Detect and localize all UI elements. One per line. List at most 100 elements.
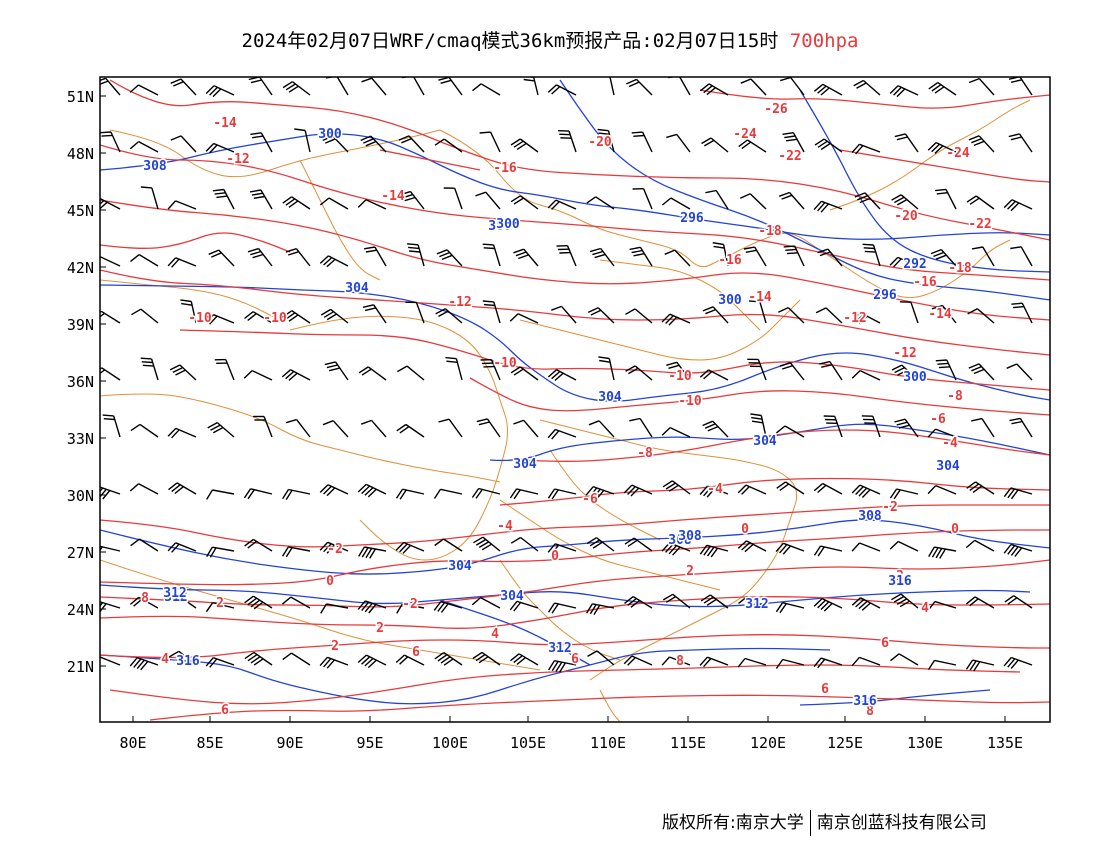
wind-barb: [206, 489, 235, 500]
temperature-label: -12: [893, 346, 916, 361]
lon-tick-label: 95E: [356, 734, 383, 752]
temperature-label: 2: [686, 564, 694, 579]
border-line: [439, 129, 851, 271]
wind-barb: [699, 656, 729, 668]
temperature-label: 0: [326, 574, 334, 589]
wind-barb: [479, 131, 501, 153]
wind-barb: [587, 650, 615, 666]
wind-barb: [668, 77, 691, 96]
temperature-label: -22: [778, 149, 801, 164]
wind-barb: [398, 135, 425, 153]
border-line: [109, 129, 441, 178]
wind-barb: [363, 246, 387, 267]
lat-tick-label: 51N: [67, 88, 94, 106]
temperature-label: -4: [707, 482, 723, 497]
wind-barb: [319, 255, 349, 268]
wind-barb: [214, 358, 235, 381]
height-label: 308: [858, 509, 882, 524]
wind-barb: [244, 595, 273, 610]
temperature-isotherm: [100, 269, 1050, 356]
temperature-label: -12: [448, 295, 471, 310]
wind-barb: [813, 200, 843, 213]
wind-barb: [664, 249, 691, 267]
height-label: 292: [903, 257, 926, 272]
wind-barb: [509, 313, 539, 324]
wind-barb: [700, 594, 729, 609]
height-label: 304: [513, 457, 537, 472]
temperature-label: -4: [497, 519, 513, 534]
wind-barb: [889, 540, 919, 552]
wind-barb: [740, 193, 767, 210]
height-label: 316: [853, 694, 877, 709]
wind-barb: [325, 77, 349, 96]
height-label: 312: [548, 641, 571, 656]
lon-tick-label: 90E: [276, 734, 303, 752]
wind-barb: [814, 138, 843, 153]
lat-tick-label: 30N: [67, 487, 94, 505]
wind-barb: [891, 593, 919, 609]
wind-barb: [889, 256, 919, 268]
wind-barb: [281, 596, 311, 609]
temperature-label: -2: [327, 542, 343, 557]
wind-barb: [361, 77, 387, 96]
wind-barb: [434, 138, 463, 153]
wind-barb: [889, 488, 919, 500]
wind-barb: [395, 654, 425, 666]
height-label: 300: [903, 370, 927, 385]
wind-barb: [702, 420, 729, 438]
wind-barb: [632, 188, 653, 210]
wind-barb: [588, 420, 615, 438]
wind-barb: [624, 537, 653, 552]
copyright-right: 南京创蓝科技有限公司: [816, 813, 987, 833]
height-label: 308: [143, 159, 167, 174]
wind-barb: [434, 652, 463, 666]
wind-barb: [930, 248, 957, 267]
temperature-label: -10: [668, 369, 692, 384]
wind-barb: [407, 243, 425, 267]
wind-barb: [249, 189, 273, 210]
wind-barb: [1003, 656, 1033, 669]
height-label: 304: [448, 559, 472, 574]
wind-barb: [170, 78, 197, 96]
wind-barb: [661, 656, 691, 666]
height-label: 296: [873, 288, 897, 303]
wind-barb: [586, 603, 615, 615]
border-line: [539, 419, 798, 681]
wind-barb: [205, 657, 235, 668]
wind-barb: [100, 545, 121, 552]
wind-barb: [510, 195, 539, 210]
temperature-label: 8: [676, 654, 684, 669]
wind-barb: [244, 651, 273, 666]
wind-barb: [586, 537, 615, 552]
temperature-label: 4: [921, 601, 929, 616]
wind-barb: [894, 133, 919, 153]
wind-barb: [862, 243, 881, 267]
wind-barb: [851, 143, 881, 155]
temperature-label: -10: [678, 394, 702, 409]
wind-barb: [1003, 487, 1033, 500]
wind-barb: [253, 415, 273, 438]
temperature-isotherm: [379, 149, 481, 171]
lat-tick-label: 24N: [67, 601, 94, 619]
wind-barb: [557, 130, 577, 153]
temperature-label: -18: [758, 224, 782, 239]
wind-barb: [100, 601, 121, 613]
wind-barb: [927, 141, 957, 154]
wind-barb: [207, 421, 235, 438]
temperature-label: -8: [637, 446, 653, 461]
wind-barb: [662, 593, 691, 609]
temperature-label: -10: [493, 356, 517, 371]
temperature-isotherm: [100, 144, 1050, 281]
temperature-isotherm: [100, 504, 1050, 548]
wind-barb: [661, 313, 691, 326]
wind-barb: [357, 483, 387, 498]
wind-barb: [813, 657, 843, 669]
wind-barb: [547, 488, 577, 500]
wind-barb: [547, 369, 577, 382]
wind-barb: [1006, 363, 1033, 381]
title-level: 700hpa: [789, 30, 859, 52]
wind-barb: [102, 414, 121, 438]
wind-barb: [208, 249, 235, 267]
border-line: [519, 299, 801, 361]
wind-barb: [548, 660, 577, 673]
